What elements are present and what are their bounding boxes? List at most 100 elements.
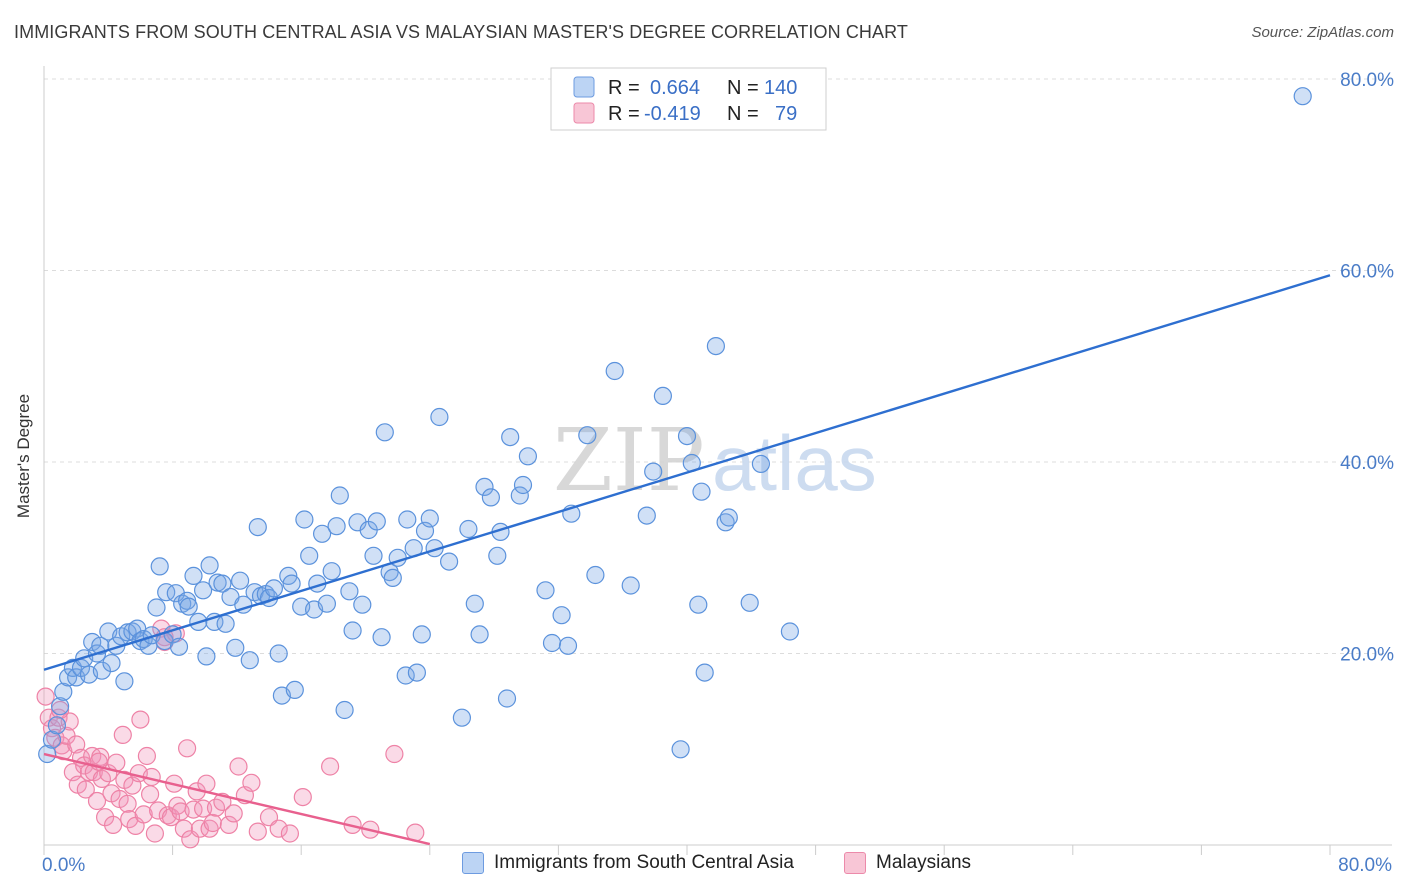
blue-point-126 bbox=[706, 337, 726, 356]
blue-point-124 bbox=[692, 482, 711, 501]
blue-point-114 bbox=[586, 565, 605, 585]
blue-point-56 bbox=[264, 579, 283, 598]
blue-point-28 bbox=[150, 557, 169, 576]
pink-point-18 bbox=[87, 791, 107, 811]
blue-point-37 bbox=[184, 566, 203, 586]
blue-point-69 bbox=[322, 562, 341, 581]
blue-point-41 bbox=[200, 556, 219, 575]
pink-point-64 bbox=[242, 773, 261, 792]
blue-point-110 bbox=[552, 606, 571, 625]
blue-point-132 bbox=[1293, 87, 1312, 106]
legend-r-value-1: -0.419 bbox=[644, 103, 701, 125]
blue-point-125 bbox=[695, 663, 714, 682]
pink-point-75 bbox=[50, 700, 70, 720]
pink-point-39 bbox=[145, 824, 164, 843]
grid-lines bbox=[44, 78, 1392, 654]
blue-point-47 bbox=[226, 638, 245, 657]
pink-point-62 bbox=[229, 757, 248, 776]
bottom-legend-blue: Immigrants from South Central Asia bbox=[462, 852, 794, 874]
blue-point-67 bbox=[313, 524, 332, 543]
south-central-asia-points bbox=[38, 87, 1312, 764]
chart-title: IMMIGRANTS FROM SOUTH CENTRAL ASIA VS MA… bbox=[14, 22, 909, 42]
pink-point-44 bbox=[161, 808, 181, 827]
blue-point-60 bbox=[282, 574, 301, 593]
pink-point-49 bbox=[178, 739, 197, 758]
blue-point-123 bbox=[689, 595, 708, 614]
blue-point-73 bbox=[340, 582, 359, 601]
pink-point-37 bbox=[141, 785, 160, 804]
blue-point-50 bbox=[240, 651, 259, 670]
watermark-atlas: atlas bbox=[712, 419, 877, 507]
blue-point-117 bbox=[637, 506, 656, 525]
pink-point-67 bbox=[269, 819, 288, 838]
source-label: Source: ZipAtlas.com bbox=[1251, 24, 1394, 41]
blue-point-80 bbox=[372, 628, 391, 647]
bottom-legend-swatch-blue bbox=[462, 852, 484, 874]
blue-point-109 bbox=[542, 633, 562, 653]
blue-point-106 bbox=[513, 475, 533, 495]
y-tick-label-1: 40.0% bbox=[1340, 453, 1394, 474]
pink-point-54 bbox=[194, 799, 213, 818]
blue-point-97 bbox=[465, 594, 484, 613]
pink-point-10 bbox=[67, 735, 86, 754]
blue-point-93 bbox=[430, 407, 449, 427]
pink-point-34 bbox=[131, 710, 150, 729]
bottom-legend-label-blue: Immigrants from South Central Asia bbox=[494, 852, 794, 873]
blue-point-96 bbox=[459, 519, 478, 539]
blue-point-118 bbox=[644, 462, 663, 481]
pink-point-56 bbox=[200, 819, 219, 838]
blue-point-91 bbox=[420, 509, 439, 528]
legend-n-value-1: 79 bbox=[775, 103, 797, 125]
pink-point-69 bbox=[293, 787, 312, 807]
blue-point-63 bbox=[295, 510, 314, 529]
blue-point-1 bbox=[42, 730, 62, 749]
pink-point-51 bbox=[184, 800, 203, 819]
blue-point-52 bbox=[248, 517, 267, 537]
pink-point-27 bbox=[113, 725, 132, 745]
pink-point-73 bbox=[385, 744, 404, 764]
blue-point-64 bbox=[300, 546, 319, 565]
blue-point-128 bbox=[719, 508, 738, 527]
blue-point-45 bbox=[216, 614, 235, 633]
legend-swatch-pink bbox=[573, 102, 595, 124]
blue-point-86 bbox=[398, 510, 417, 529]
blue-point-33 bbox=[169, 637, 189, 656]
pink-point-29 bbox=[118, 794, 137, 813]
pink-trend-line bbox=[43, 752, 431, 846]
legend-n-label-0: N = bbox=[727, 77, 759, 99]
blue-point-111 bbox=[558, 636, 578, 655]
blue-point-70 bbox=[327, 517, 346, 536]
blue-point-103 bbox=[497, 689, 517, 708]
blue-point-19 bbox=[115, 672, 134, 691]
blue-point-78 bbox=[364, 546, 383, 565]
blue-point-116 bbox=[621, 576, 640, 595]
blue-point-101 bbox=[488, 546, 507, 565]
blue-point-40 bbox=[197, 647, 216, 666]
bottom-legend-label-pink: Malaysians bbox=[876, 852, 972, 873]
blue-point-30 bbox=[157, 583, 176, 602]
blue-point-16 bbox=[102, 653, 121, 673]
pink-point-0 bbox=[36, 687, 55, 706]
blue-point-94 bbox=[440, 552, 459, 571]
pink-point-48 bbox=[174, 819, 193, 838]
pink-point-60 bbox=[219, 815, 238, 835]
y-tick-label-3: 80.0% bbox=[1340, 70, 1394, 91]
blue-point-129 bbox=[740, 593, 759, 612]
x-tick-labels: 0.0% 80.0% bbox=[42, 855, 1392, 876]
pink-point-70 bbox=[321, 757, 340, 776]
blue-trend-line bbox=[43, 274, 1331, 671]
blue-point-113 bbox=[578, 426, 597, 445]
blue-point-131 bbox=[780, 622, 800, 641]
legend-n-label-1: N = bbox=[727, 103, 759, 125]
blue-point-72 bbox=[335, 700, 354, 720]
blue-point-100 bbox=[481, 488, 500, 507]
pink-point-36 bbox=[137, 746, 156, 766]
y-tick-label-0: 20.0% bbox=[1340, 645, 1394, 666]
blue-point-119 bbox=[653, 386, 673, 405]
watermark-zip: ZIP bbox=[553, 411, 705, 511]
blue-point-36 bbox=[179, 597, 198, 616]
blue-point-95 bbox=[452, 708, 471, 727]
blue-point-104 bbox=[501, 428, 520, 447]
pink-point-14 bbox=[76, 780, 95, 799]
blue-point-121 bbox=[677, 427, 697, 446]
